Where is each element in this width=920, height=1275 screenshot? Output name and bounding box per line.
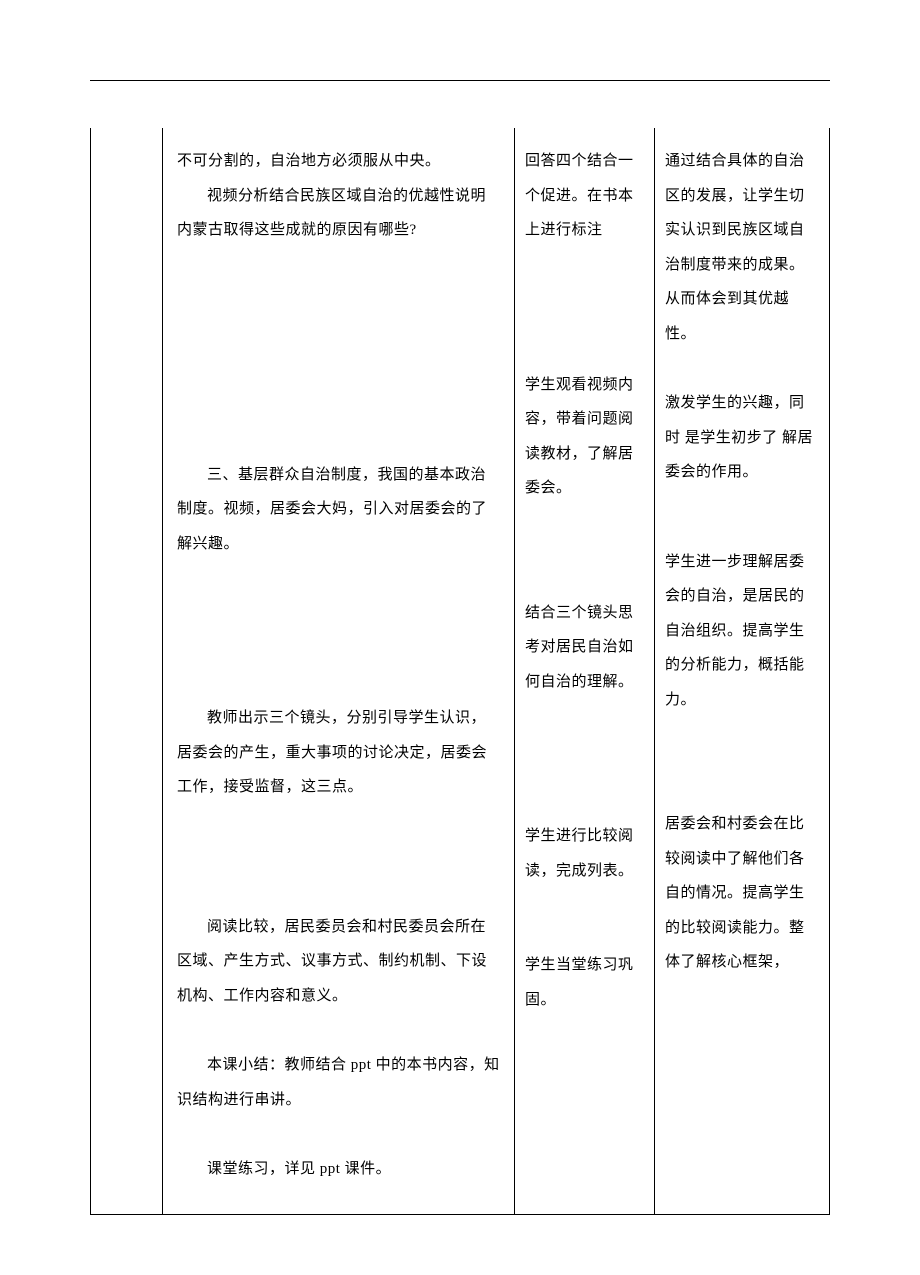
spacer (177, 1013, 500, 1048)
student-block-4: 学生进行比较阅读，完成列表。 (525, 819, 644, 888)
column-student-activity: 回答四个结合一个促进。在书本上进行标注 学生观看视频内容，带着问题阅读教材，了解… (514, 128, 654, 1214)
spacer (177, 805, 500, 910)
header-horizontal-rule (90, 80, 830, 81)
page-container: 不可分割的，自治地方必须服从中央。 视频分析结合民族区域自治的优越性说明内蒙古取… (0, 0, 920, 1275)
spacer (177, 248, 500, 458)
intent-block-2: 激发学生的兴趣，同时 是学生初步了 解居委会的作用。 (665, 386, 819, 490)
spacer (177, 561, 500, 701)
intent-block-1: 通过结合具体的自治区的发展，让学生切实认识到民族区域自治制度带来的成果。从而体会… (665, 144, 819, 351)
lesson-plan-table: 不可分割的，自治地方必须服从中央。 视频分析结合民族区域自治的优越性说明内蒙古取… (90, 128, 830, 1215)
teacher-para-6: 课堂练习，详见 ppt 课件。 (177, 1152, 500, 1187)
intent-block-3: 学生进一步理解居委会的自治，是居民的自治组织。提高学生的分析能力，概括能力。 (665, 545, 819, 718)
student-block-5: 学生当堂练习巩固。 (525, 948, 644, 1017)
spacer (177, 1117, 500, 1152)
student-block-1: 回答四个结合一个促进。在书本上进行标注 (525, 144, 644, 248)
column-teacher-activity: 不可分割的，自治地方必须服从中央。 视频分析结合民族区域自治的优越性说明内蒙古取… (162, 128, 514, 1214)
column-stage (90, 128, 162, 1214)
column-design-intent: 通过结合具体的自治区的发展，让学生切实认识到民族区域自治制度带来的成果。从而体会… (654, 128, 830, 1214)
teacher-para-1a: 不可分割的，自治地方必须服从中央。 (177, 144, 500, 179)
student-block-3: 结合三个镜头思考对居民自治如何自治的理解。 (525, 596, 644, 700)
teacher-para-2: 三、基层群众自治制度，我国的基本政治制度。视频，居委会大妈，引入对居委会的了解兴… (177, 458, 500, 562)
teacher-para-4: 阅读比较，居民委员会和村民委员会所在区域、产生方式、议事方式、制约机制、下设机构… (177, 910, 500, 1014)
student-block-2: 学生观看视频内容，带着问题阅读教材，了解居委会。 (525, 368, 644, 506)
intent-block-4: 居委会和村委会在比较阅读中了解他们各自的情况。提高学生的比较阅读能力。整体了解核… (665, 807, 819, 980)
teacher-para-1b: 视频分析结合民族区域自治的优越性说明内蒙古取得这些成就的原因有哪些? (177, 179, 500, 248)
teacher-para-3: 教师出示三个镜头，分别引导学生认识，居委会的产生，重大事项的讨论决定，居委会工作… (177, 701, 500, 805)
teacher-para-5: 本课小结：教师结合 ppt 中的本书内容，知识结构进行串讲。 (177, 1048, 500, 1117)
